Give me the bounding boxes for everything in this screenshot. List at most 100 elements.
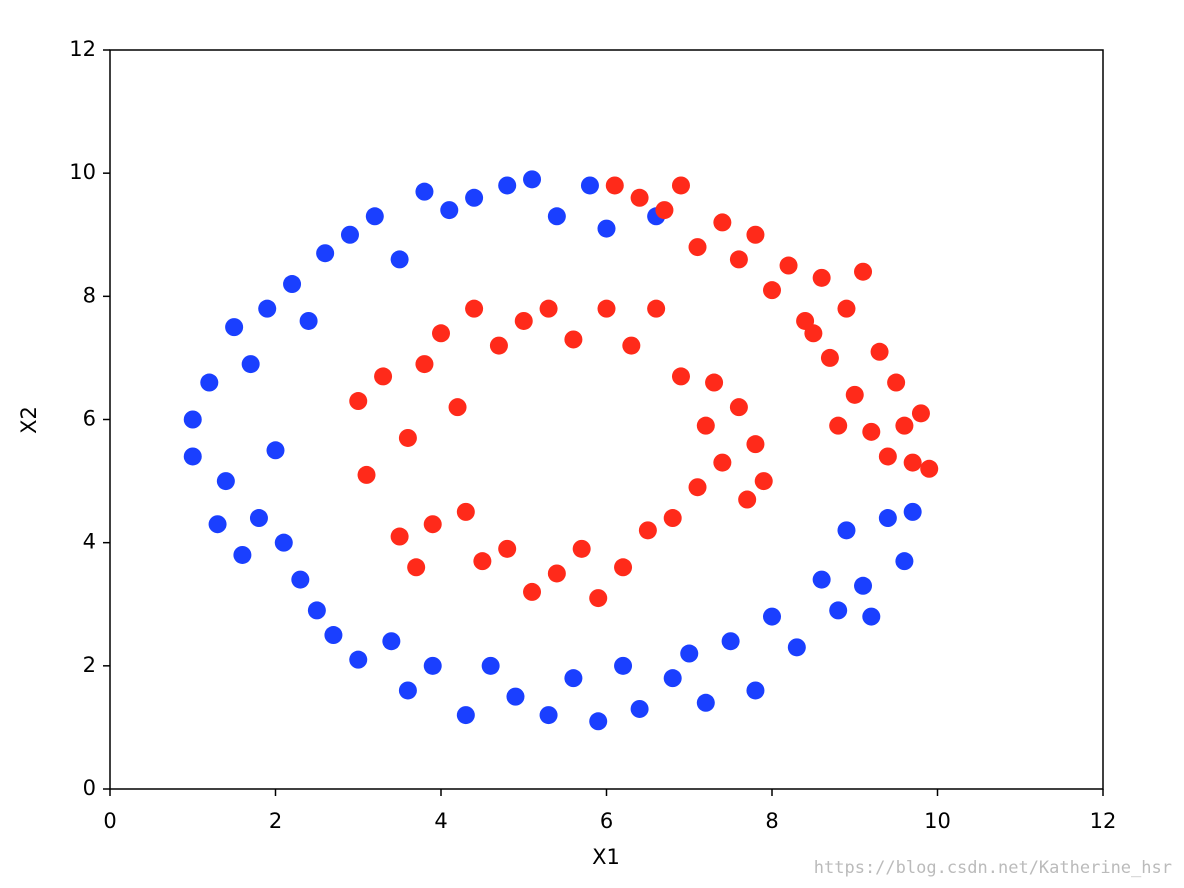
point [614, 656, 633, 675]
point [589, 712, 608, 731]
point [903, 502, 922, 521]
point [845, 385, 864, 404]
point [216, 472, 235, 491]
point [398, 428, 417, 447]
point [746, 435, 765, 454]
point [580, 176, 599, 195]
point [564, 330, 583, 349]
point [382, 632, 401, 651]
point [498, 176, 517, 195]
point [547, 564, 566, 583]
point [423, 515, 442, 534]
point [920, 459, 939, 478]
point [539, 299, 558, 318]
point [423, 656, 442, 675]
point [787, 638, 806, 657]
point [233, 545, 252, 564]
point [324, 626, 343, 645]
y-tick-label: 2 [83, 653, 96, 677]
point [200, 373, 219, 392]
point [696, 693, 715, 712]
point [895, 552, 914, 571]
point [820, 348, 839, 367]
point [597, 299, 616, 318]
point [655, 201, 674, 220]
point [829, 416, 848, 435]
point [721, 632, 740, 651]
point [456, 706, 475, 725]
point [208, 515, 227, 534]
point [663, 509, 682, 528]
point [349, 650, 368, 669]
point [307, 601, 326, 620]
y-tick-label: 8 [83, 283, 96, 307]
point [374, 367, 393, 386]
point [638, 521, 657, 540]
point [779, 256, 798, 275]
point [671, 176, 690, 195]
point [473, 552, 492, 571]
point [763, 607, 781, 626]
x-tick-label: 8 [765, 809, 778, 833]
point [688, 478, 707, 497]
point [349, 392, 368, 411]
point [713, 453, 732, 472]
point [862, 607, 881, 626]
point [854, 262, 873, 281]
point [738, 490, 757, 509]
point [829, 601, 848, 620]
point [183, 447, 202, 466]
point [407, 558, 426, 577]
point [622, 336, 641, 355]
point [696, 416, 715, 435]
point [812, 268, 831, 287]
y-tick-label: 4 [83, 530, 96, 554]
point [456, 502, 475, 521]
point [283, 275, 302, 294]
point [299, 311, 318, 330]
x-tick-label: 4 [434, 809, 447, 833]
point [316, 244, 335, 263]
point [432, 324, 450, 343]
point [705, 373, 724, 392]
point [729, 250, 748, 269]
point [390, 250, 409, 269]
point [837, 299, 856, 318]
point [523, 582, 542, 601]
point [614, 558, 633, 577]
point [274, 533, 293, 552]
point [340, 225, 359, 244]
point [572, 539, 591, 558]
point [390, 527, 409, 546]
y-tick-label: 12 [69, 37, 96, 61]
point [415, 355, 434, 374]
point [489, 336, 508, 355]
point [647, 299, 666, 318]
point [498, 539, 517, 558]
x-tick-label: 6 [600, 809, 613, 833]
point [514, 311, 533, 330]
y-tick-label: 10 [69, 160, 96, 184]
point [746, 225, 765, 244]
point [597, 219, 616, 238]
point [440, 201, 459, 220]
point [754, 472, 773, 491]
point [911, 404, 930, 423]
x-tick-label: 10 [924, 809, 951, 833]
x-tick-label: 12 [1090, 809, 1117, 833]
point [357, 465, 376, 484]
point [465, 188, 484, 207]
point [225, 318, 244, 337]
point [266, 441, 285, 460]
point [630, 188, 649, 207]
point [862, 422, 881, 441]
point [258, 299, 277, 318]
point [763, 281, 781, 300]
point [713, 213, 732, 232]
point [415, 182, 434, 201]
point [183, 410, 202, 429]
point [539, 706, 558, 725]
plot-frame [109, 49, 1104, 790]
point [630, 699, 649, 718]
